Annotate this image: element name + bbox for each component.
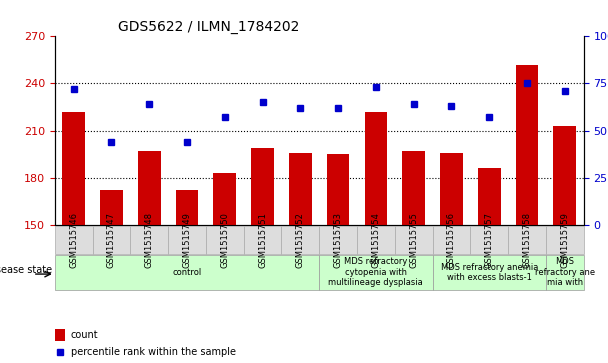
Bar (138, 151, 161, 363)
Text: MDS refractory
cytopenia with
multilineage dysplasia: MDS refractory cytopenia with multilinea… (328, 257, 423, 287)
Bar (213, 173, 236, 363)
Bar (553, 126, 576, 363)
Bar (55, 329, 65, 341)
Text: GSM1515753: GSM1515753 (334, 212, 342, 268)
FancyBboxPatch shape (282, 226, 319, 253)
Bar (365, 112, 387, 363)
Text: percentile rank within the sample: percentile rank within the sample (71, 347, 235, 357)
Bar (62, 112, 85, 363)
FancyBboxPatch shape (508, 226, 546, 253)
FancyBboxPatch shape (395, 226, 432, 253)
Text: disease state: disease state (0, 265, 52, 276)
FancyBboxPatch shape (55, 226, 92, 253)
Text: GSM1515758: GSM1515758 (522, 212, 531, 268)
Bar (516, 65, 538, 363)
FancyBboxPatch shape (55, 255, 319, 290)
FancyBboxPatch shape (319, 255, 432, 290)
Text: GSM1515748: GSM1515748 (145, 212, 154, 268)
FancyBboxPatch shape (168, 226, 206, 253)
FancyBboxPatch shape (130, 226, 168, 253)
Bar (440, 153, 463, 363)
Text: GSM1515750: GSM1515750 (220, 212, 229, 268)
Text: MDS
refractory ane
mia with: MDS refractory ane mia with (534, 257, 595, 287)
Text: GSM1515752: GSM1515752 (296, 212, 305, 268)
FancyBboxPatch shape (432, 226, 471, 253)
Bar (251, 148, 274, 363)
FancyBboxPatch shape (319, 226, 357, 253)
Text: GDS5622 / ILMN_1784202: GDS5622 / ILMN_1784202 (118, 20, 300, 34)
Bar (289, 153, 312, 363)
Text: MDS refractory anemia
with excess blasts-1: MDS refractory anemia with excess blasts… (441, 262, 538, 282)
FancyBboxPatch shape (244, 226, 282, 253)
FancyBboxPatch shape (546, 255, 584, 290)
Text: GSM1515749: GSM1515749 (182, 212, 192, 268)
Text: GSM1515759: GSM1515759 (561, 212, 569, 268)
FancyBboxPatch shape (471, 226, 508, 253)
Text: GSM1515746: GSM1515746 (69, 212, 78, 268)
Bar (402, 151, 425, 363)
Text: control: control (172, 268, 202, 277)
Bar (100, 191, 123, 363)
FancyBboxPatch shape (432, 255, 546, 290)
Text: GSM1515751: GSM1515751 (258, 212, 267, 268)
FancyBboxPatch shape (206, 226, 244, 253)
Bar (176, 191, 198, 363)
Text: count: count (71, 330, 98, 340)
Text: GSM1515757: GSM1515757 (485, 212, 494, 268)
Text: GSM1515756: GSM1515756 (447, 212, 456, 268)
Bar (478, 168, 500, 363)
Bar (326, 154, 350, 363)
Text: GSM1515754: GSM1515754 (371, 212, 381, 268)
FancyBboxPatch shape (546, 226, 584, 253)
FancyBboxPatch shape (92, 226, 130, 253)
Text: GSM1515747: GSM1515747 (107, 212, 116, 268)
Text: GSM1515755: GSM1515755 (409, 212, 418, 268)
FancyBboxPatch shape (357, 226, 395, 253)
